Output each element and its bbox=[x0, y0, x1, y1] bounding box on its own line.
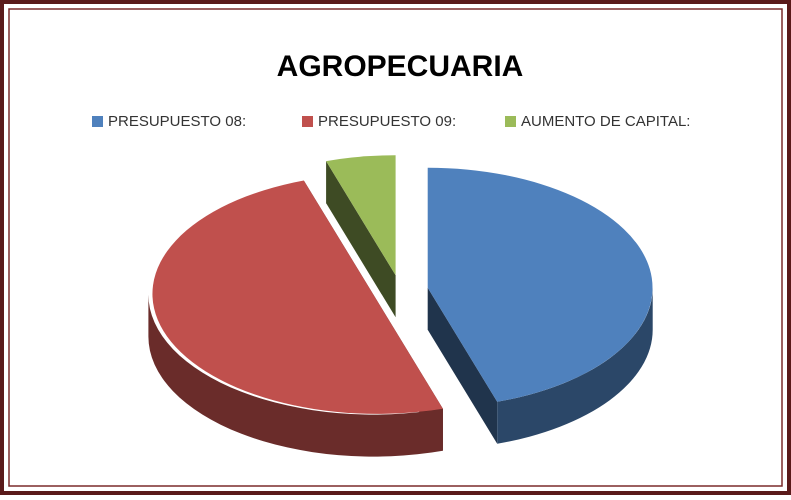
legend-label: PRESUPUESTO 09: bbox=[318, 113, 456, 130]
slice-side bbox=[497, 287, 653, 444]
legend-swatch bbox=[505, 116, 516, 127]
slice bbox=[152, 180, 443, 414]
inner-frame bbox=[8, 8, 783, 487]
slice bbox=[326, 155, 396, 276]
legend-label: PRESUPUESTO 08: bbox=[108, 113, 246, 130]
slice-wall bbox=[326, 161, 396, 318]
slice-wall bbox=[427, 287, 498, 444]
slice bbox=[427, 167, 653, 402]
legend-label: AUMENTO DE CAPITAL: bbox=[521, 113, 690, 130]
legend-swatch bbox=[92, 116, 103, 127]
chart-title: AGROPECUARIA bbox=[277, 50, 524, 83]
slice-side bbox=[148, 294, 443, 457]
legend-swatch bbox=[302, 116, 313, 127]
